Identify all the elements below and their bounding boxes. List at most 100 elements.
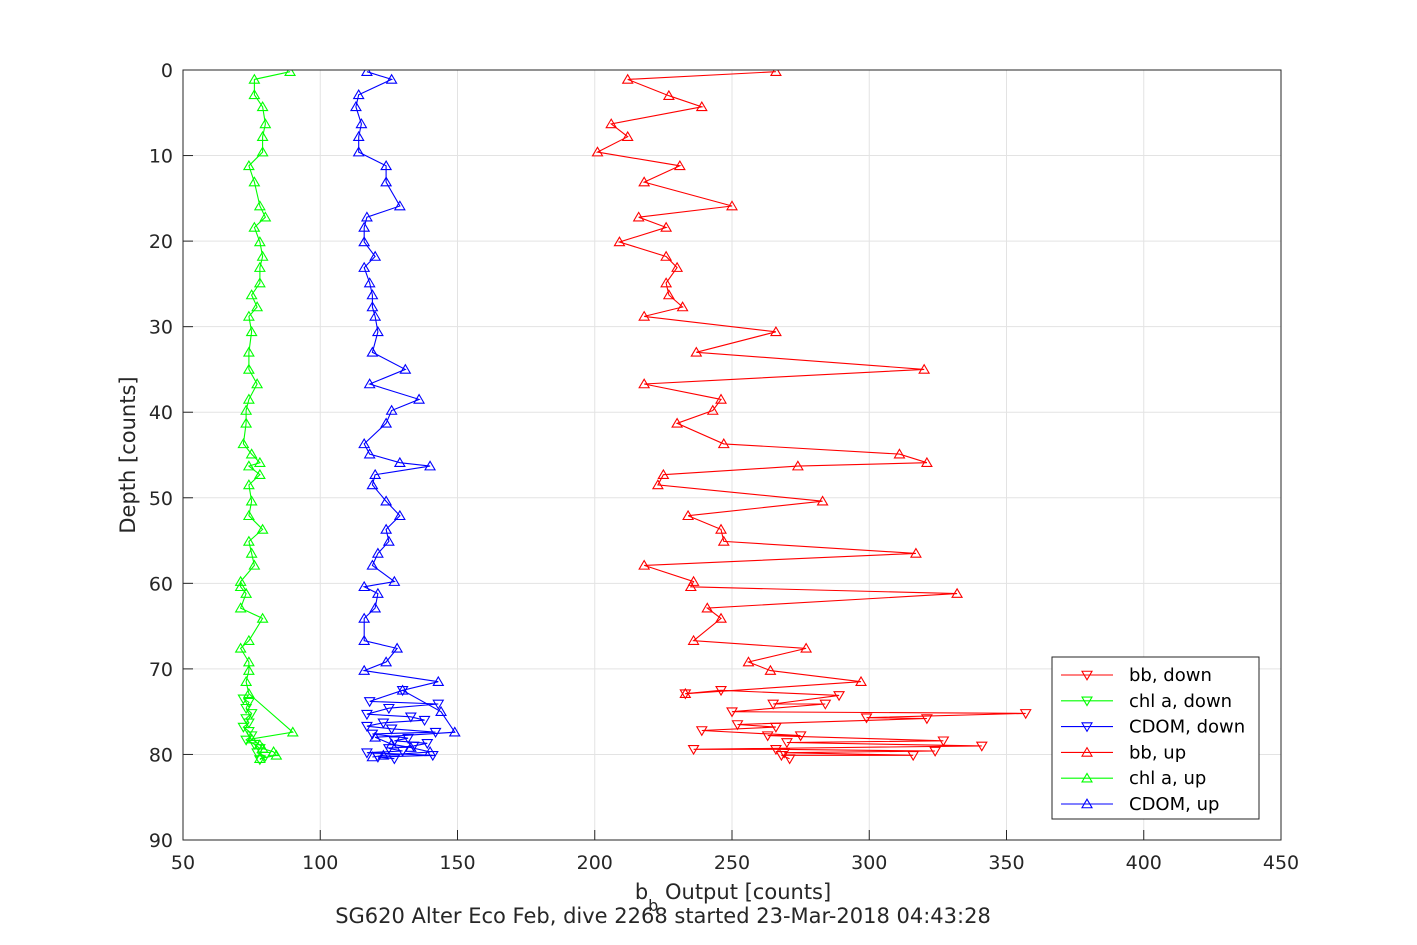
data-point-bb-up <box>816 495 829 506</box>
data-point-bb-down <box>819 699 832 710</box>
data-point-bb-up <box>660 221 673 232</box>
data-point-bb-up <box>662 89 675 100</box>
data-point-bb-up <box>605 118 618 129</box>
data-point-cdom-up <box>358 261 371 272</box>
legend-label-cdom-down: CDOM, down <box>1129 717 1245 738</box>
data-point-bb-up <box>855 675 867 687</box>
data-point-chl-a-up <box>234 575 247 586</box>
data-point-bb-up <box>715 393 727 404</box>
data-point-cdom-down <box>432 699 445 710</box>
data-point-chl-a-up <box>284 70 297 77</box>
data-point-chl-a-up <box>242 363 255 374</box>
data-point-cdom-up <box>355 118 368 129</box>
data-point-bb-down <box>778 748 791 759</box>
data-point-bb-up <box>893 448 906 459</box>
data-point-bb-up <box>621 73 634 84</box>
data-point-cdom-up <box>393 456 406 467</box>
data-point-cdom-up <box>382 535 395 546</box>
data-point-bb-up <box>660 277 673 288</box>
legend-box <box>1051 656 1260 820</box>
data-point-chl-a-up <box>245 448 258 459</box>
data-point-bb-up <box>638 176 651 187</box>
data-point-cdom-up <box>366 479 379 490</box>
data-point-chl-a-up <box>248 88 261 100</box>
data-point-cdom-up <box>352 146 365 157</box>
series-cdom-up <box>349 70 461 762</box>
data-point-cdom-up <box>366 559 379 570</box>
data-point-bb-up <box>638 310 651 321</box>
legend-marker-bb-up <box>1081 746 1093 757</box>
x-axis-label-rest: Output [counts] <box>658 880 831 904</box>
data-point-chl-a-up <box>240 675 253 687</box>
data-point-cdom-up <box>369 468 382 479</box>
data-point-chl-a-up <box>242 460 255 471</box>
data-point-bb-up <box>638 559 651 570</box>
data-point-cdom-up <box>380 159 393 171</box>
data-point-bb-down <box>695 726 708 737</box>
data-point-cdom-up <box>404 741 417 752</box>
data-point-chl-a-up <box>251 301 264 312</box>
data-point-bb-up <box>613 236 626 247</box>
data-point-cdom-down <box>385 724 398 735</box>
y-tick-label: 80 <box>149 744 173 766</box>
data-point-chl-a-up <box>242 479 255 490</box>
data-point-cdom-down <box>366 729 379 740</box>
data-point-cdom-up <box>366 289 379 300</box>
data-point-cdom-up <box>358 664 371 675</box>
data-point-bb-up <box>951 587 964 598</box>
data-point-cdom-up <box>380 523 393 534</box>
data-point-chl-a-up <box>256 146 269 157</box>
data-point-bb-down <box>975 741 988 752</box>
data-point-cdom-up <box>435 705 447 716</box>
y-tick-label: 20 <box>149 231 173 253</box>
y-tick-label: 50 <box>149 488 173 510</box>
data-point-cdom-up <box>380 656 393 667</box>
data-point-bb-up <box>671 417 684 428</box>
data-point-bb-up <box>715 523 727 534</box>
data-point-bb-down <box>726 707 738 718</box>
data-point-chl-a-up <box>248 73 261 84</box>
data-point-cdom-up <box>358 634 371 645</box>
data-point-chl-a-up <box>253 752 266 764</box>
data-point-bb-down <box>769 745 782 756</box>
data-point-bb-down <box>937 736 950 747</box>
data-point-cdom-up <box>396 684 409 695</box>
series-bb-up <box>591 70 964 698</box>
data-point-chl-a-up <box>234 602 247 613</box>
data-point-chl-a-up <box>248 221 261 232</box>
legend: bb, down chl a, down CDOM, down bb, up chl a… <box>1051 656 1260 820</box>
data-point-cdom-down <box>404 712 417 723</box>
series-chl-a-up <box>234 70 299 764</box>
data-point-cdom-up <box>363 448 376 459</box>
data-point-chl-a-up <box>248 559 261 570</box>
data-point-bb-up <box>769 325 782 337</box>
data-point-cdom-up <box>352 130 365 142</box>
data-point-bb-down <box>783 754 796 765</box>
axis-ticks: 50 100 150 200 250 300 350 400 450 0 10 20 30 40 50 60 7… <box>149 60 1299 874</box>
data-point-cdom-up <box>393 200 406 211</box>
data-point-cdom-up <box>366 346 379 357</box>
data-point-chl-a-up <box>248 176 261 187</box>
data-point-cdom-up <box>393 509 406 521</box>
data-point-bb-up <box>701 602 714 613</box>
data-point-bb-up <box>690 346 703 357</box>
data-point-cdom-down <box>407 741 420 752</box>
data-point-cdom-up <box>391 642 404 653</box>
data-point-chl-a-up <box>240 417 253 428</box>
data-point-chl-a-up <box>253 200 266 211</box>
series-layer <box>234 70 1032 766</box>
data-point-bb-down <box>761 731 774 742</box>
data-point-cdom-down <box>360 709 373 721</box>
x-tick-label: 100 <box>302 852 338 874</box>
data-point-bb-up <box>706 404 719 415</box>
data-point-chl-a-up <box>242 159 255 171</box>
data-point-bb-up <box>684 580 697 592</box>
data-point-chl-a-up <box>240 404 253 415</box>
data-point-cdom-down <box>377 718 390 729</box>
y-tick-label: 30 <box>149 317 173 339</box>
data-point-bb-up <box>671 261 684 272</box>
data-point-cdom-up <box>432 675 445 687</box>
data-point-cdom-down <box>360 748 373 759</box>
data-point-bb-down <box>860 713 873 724</box>
